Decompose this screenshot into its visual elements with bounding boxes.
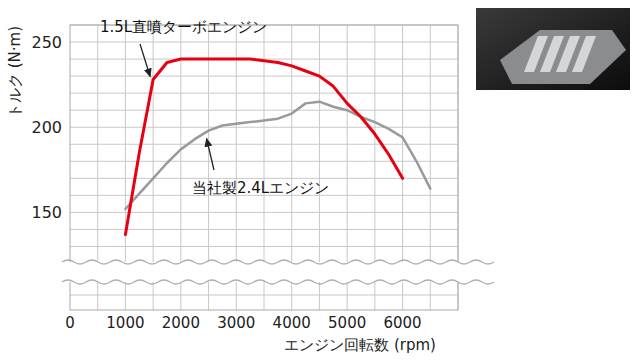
x-tick-label: 0 xyxy=(65,314,75,332)
series-line xyxy=(125,102,430,209)
annotation-arrow xyxy=(140,44,150,77)
y-tick-label: 150 xyxy=(31,203,62,222)
engine-cover xyxy=(500,30,626,84)
y-tick-label: 200 xyxy=(31,118,62,137)
grid-minor xyxy=(70,295,458,296)
chart: 150 200 250 0 1000 2000 3000 4000 5000 6000 トルク (N… xyxy=(0,0,640,360)
x-tick-label: 2000 xyxy=(162,314,200,332)
x-tick-label: 3000 xyxy=(217,314,255,332)
series-label: 1.5L直噴ターボエンジン xyxy=(100,18,267,36)
break-fill xyxy=(62,262,480,282)
break-wave xyxy=(62,260,494,264)
y-tick-label: 250 xyxy=(31,33,62,52)
series-line xyxy=(125,59,402,234)
photo-bg xyxy=(476,8,630,90)
series-label: 当社製2.4Lエンジン xyxy=(192,179,329,197)
x-tick-label: 1000 xyxy=(106,314,144,332)
annotation-arrow xyxy=(207,139,214,170)
engine-photo xyxy=(476,8,630,90)
break-wave xyxy=(62,280,494,284)
y-axis-title: トルク (N·m) xyxy=(6,26,24,118)
x-tick-label: 6000 xyxy=(383,314,421,332)
x-axis-title: エンジン回転数 (rpm) xyxy=(284,336,436,354)
x-tick-label: 5000 xyxy=(328,314,366,332)
series-group xyxy=(125,59,430,234)
axis-break xyxy=(62,260,494,284)
x-tick-label: 4000 xyxy=(273,314,311,332)
engine-rib xyxy=(572,36,596,72)
